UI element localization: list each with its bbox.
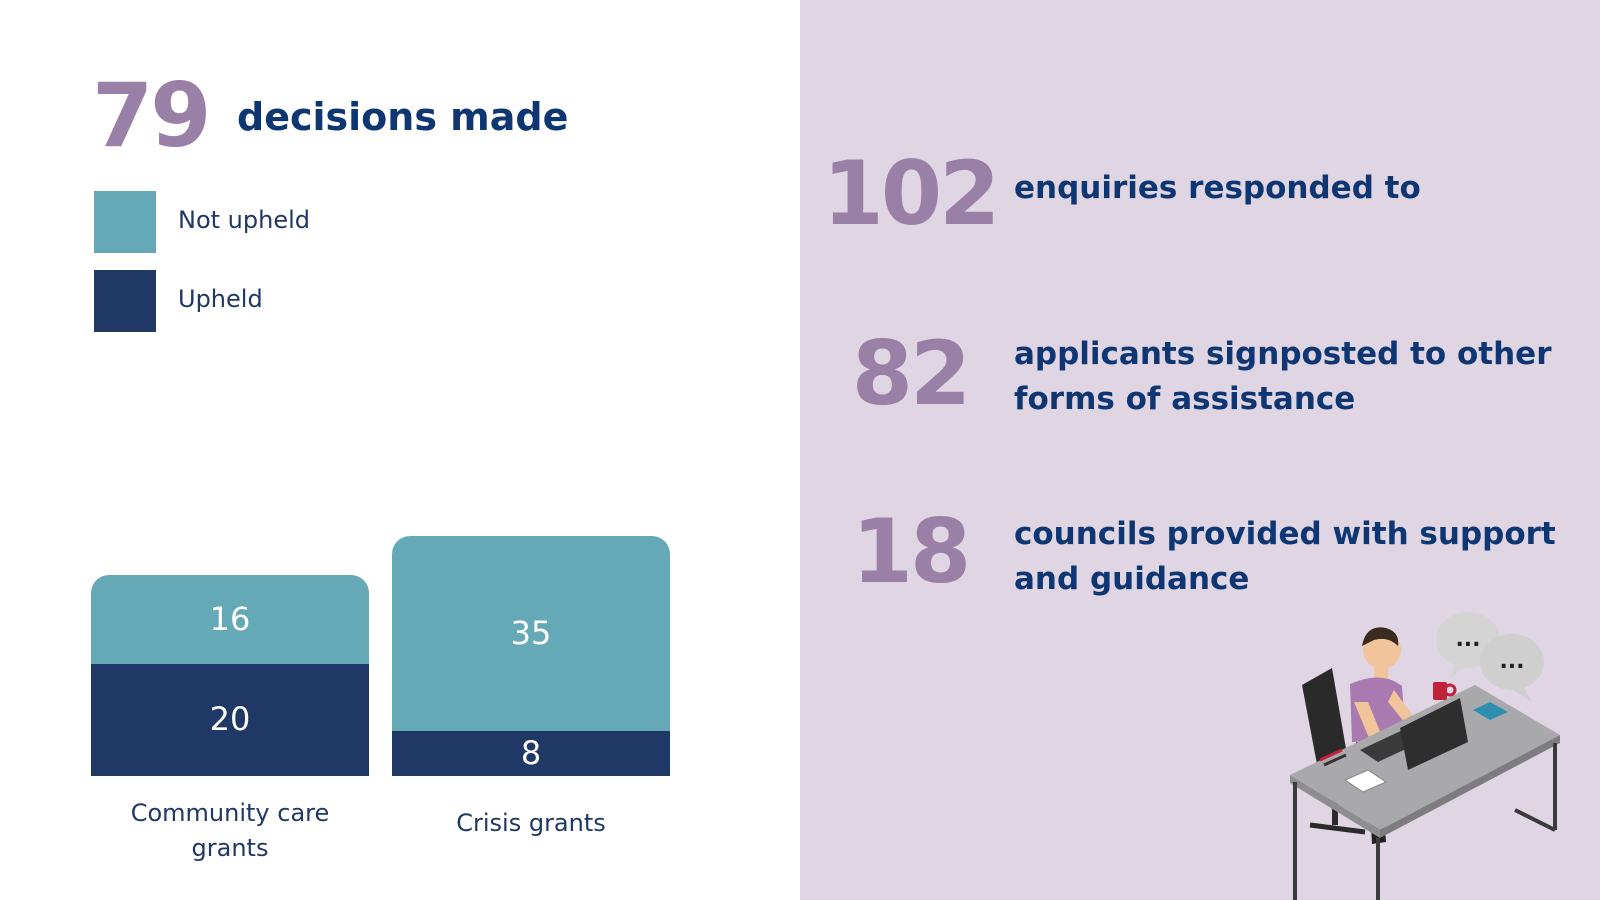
decisions-panel: 79 decisions made Not upheld Upheld 20 16… xyxy=(71,64,690,866)
speech-bubble-dots: ... xyxy=(1499,649,1524,674)
stat-number-signposted: 82 xyxy=(851,322,971,425)
stat-text-line: forms of assistance xyxy=(1014,381,1356,417)
speech-bubble-icon: ... xyxy=(1480,634,1544,702)
stat-text-line: applicants signposted to other xyxy=(1014,336,1552,372)
bar-segment-not-upheld xyxy=(392,536,670,732)
speech-bubble-dots: ... xyxy=(1455,627,1480,652)
legend-label-upheld: Upheld xyxy=(178,285,263,313)
decisions-label: decisions made xyxy=(237,95,569,139)
stat-text-enquiries: enquiries responded to xyxy=(1014,166,1421,211)
bar-segment-not-upheld xyxy=(91,575,369,665)
stat-text-line: councils provided with support xyxy=(1014,516,1556,552)
person-at-laptop-desk-icon: ... ... xyxy=(1290,612,1560,900)
category-label-line: Community care xyxy=(130,799,330,827)
decisions-count: 79 xyxy=(92,64,211,167)
category-label: Crisis grants xyxy=(372,806,690,841)
category-label-line: grants xyxy=(191,834,269,862)
bar-segment-upheld xyxy=(392,731,670,776)
data-label: 16 xyxy=(209,599,251,638)
stat-text-signposted: applicants signposted to other forms of … xyxy=(1014,332,1552,422)
category-label: Community care grants xyxy=(71,796,389,866)
category-label-line: Crisis grants xyxy=(456,809,606,837)
stat-text-line: enquiries responded to xyxy=(1014,170,1421,206)
data-label: 8 xyxy=(520,733,542,772)
data-label: 20 xyxy=(209,700,251,739)
stat-number-councils: 18 xyxy=(851,500,971,603)
bar-segment-upheld xyxy=(91,664,369,776)
legend-swatch-upheld xyxy=(94,270,156,332)
legend-label-not-upheld: Not upheld xyxy=(178,206,310,234)
stat-text-line: and guidance xyxy=(1014,561,1250,597)
stat-number-enquiries: 102 xyxy=(822,142,1001,245)
legend-swatch-not-upheld xyxy=(94,191,156,253)
stat-text-councils: councils provided with support and guida… xyxy=(1014,512,1556,602)
data-label: 35 xyxy=(510,613,552,652)
